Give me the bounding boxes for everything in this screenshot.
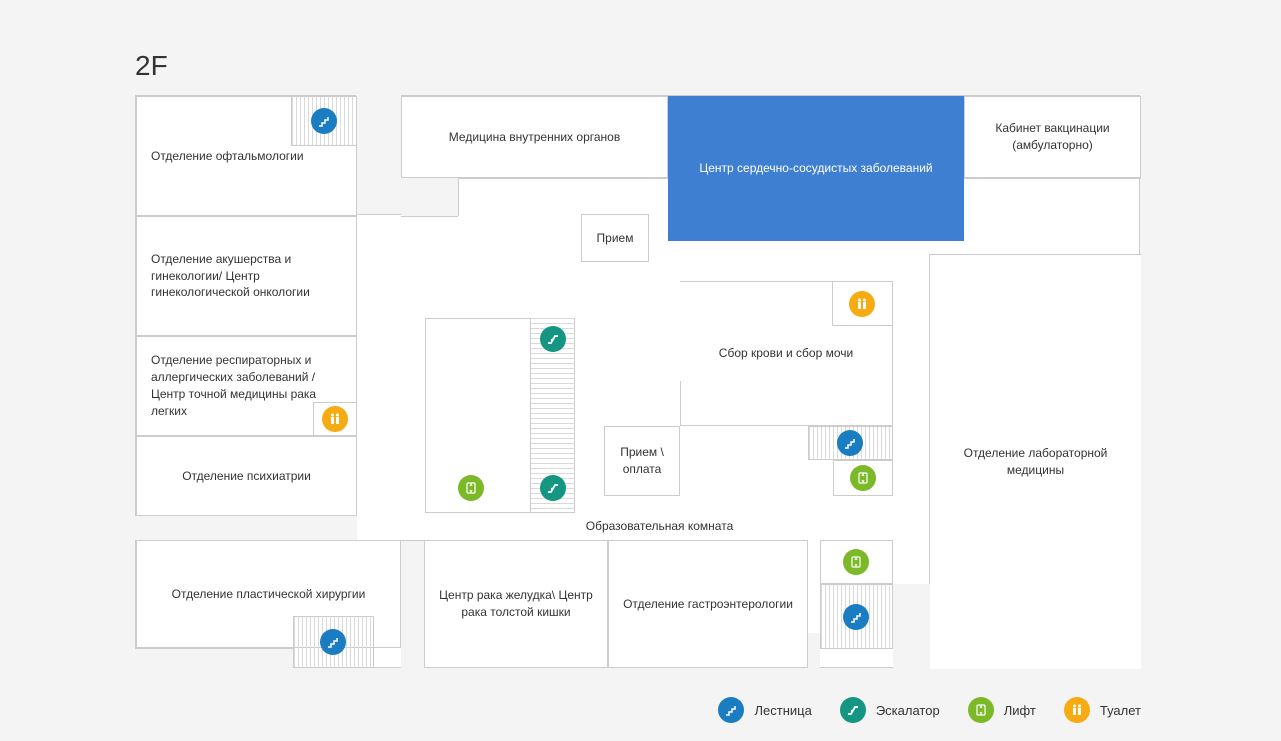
room-cardio-center: Центр сердечно-сосудистых заболеваний [668, 96, 964, 241]
legend-elevator: Лифт [968, 697, 1036, 723]
room-label: Образовательная комната [586, 518, 734, 535]
escalator-icon [540, 326, 566, 352]
room-label: Прием \ оплата [613, 444, 671, 478]
legend-toilet: Туалет [1064, 697, 1141, 723]
room-label: Сбор крови и сбор мочи [719, 345, 853, 362]
legend-stairs: Лестница [718, 697, 811, 723]
room-reception-payment: Прием \ оплата [604, 426, 680, 496]
legend: Лестница Эскалатор Лифт Туалет [718, 697, 1141, 723]
stairs-icon [843, 604, 869, 630]
elevator-icon [968, 697, 994, 723]
room-reception: Прием [581, 214, 649, 262]
room-gastroenterology: Отделение гастроэнтерологии [608, 540, 808, 668]
escalator-icon [840, 697, 866, 723]
room-label: Центр рака желудка\ Центр рака толстой к… [433, 587, 599, 621]
room-label: Отделение пластической хирургии [172, 586, 366, 603]
toilet-icon [849, 291, 875, 317]
stairs-icon [311, 108, 337, 134]
room-label: Центр сердечно-сосудистых заболеваний [699, 160, 932, 177]
toilet-icon [1064, 697, 1090, 723]
toilet-icon [322, 406, 348, 432]
room-label: Отделение психиатрии [182, 468, 311, 485]
room-label: Прием [597, 230, 634, 247]
room-label: Кабинет вакцинации (амбулаторно) [973, 120, 1132, 154]
stairs-icon [837, 430, 863, 456]
legend-label: Лифт [1004, 703, 1036, 718]
stairs-icon [718, 697, 744, 723]
room-label: Отделение гастроэнтерологии [623, 596, 793, 613]
room-label: Медицина внутренних органов [449, 129, 620, 146]
room-lab-medicine: Отделение лабораторной медицины [929, 254, 1141, 669]
room-stomach-cancer: Центр рака желудка\ Центр рака толстой к… [424, 540, 608, 668]
room-label: Отделение лабораторной медицины [938, 445, 1133, 479]
room-label: Отделение акушерства и гинекологии/ Цент… [151, 251, 348, 301]
elevator-icon [850, 465, 876, 491]
room-obstetrics: Отделение акушерства и гинекологии/ Цент… [136, 216, 357, 336]
legend-escalator: Эскалатор [840, 697, 940, 723]
elevator-icon [843, 549, 869, 575]
floor-label: 2F [135, 50, 168, 82]
legend-label: Туалет [1100, 703, 1141, 718]
room-label: Отделение офтальмологии [151, 148, 304, 165]
room-vaccination: Кабинет вакцинации (амбулаторно) [964, 96, 1141, 178]
legend-label: Лестница [754, 703, 811, 718]
room-psychiatry: Отделение психиатрии [136, 436, 357, 516]
legend-label: Эскалатор [876, 703, 940, 718]
floor-map: Отделение офтальмологии Медицина внутрен… [135, 95, 1140, 668]
stairs-icon [320, 629, 346, 655]
room-internal-medicine: Медицина внутренних органов [401, 96, 668, 178]
elevator-icon [458, 475, 484, 501]
room-education: Образовательная комната [425, 513, 894, 540]
escalator-icon [540, 475, 566, 501]
